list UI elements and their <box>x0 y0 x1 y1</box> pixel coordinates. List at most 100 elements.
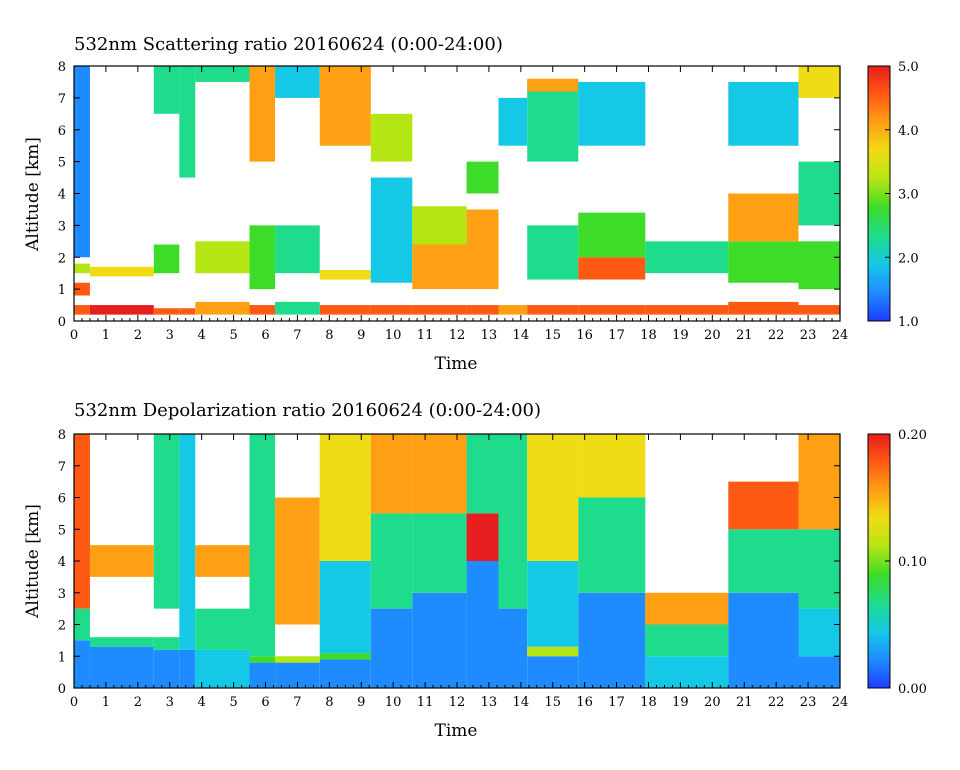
heatmap-cell <box>153 308 180 315</box>
heatmap-cell <box>728 301 799 315</box>
heatmap-cell <box>412 305 467 315</box>
heatmap-cell <box>527 561 579 647</box>
heatmap-cell <box>645 305 729 315</box>
heatmap-cell <box>89 266 154 277</box>
x-tick-label: 24 <box>832 328 849 343</box>
colorbar-tick-label: 2.0 <box>898 251 919 266</box>
heatmap-cell <box>798 529 840 609</box>
x-tick-label: 16 <box>576 695 593 710</box>
heatmap-cell <box>645 592 729 625</box>
heatmap-cell <box>370 113 413 162</box>
x-tick-label: 6 <box>261 695 269 710</box>
heatmap-cell <box>195 545 250 577</box>
x-tick-label: 22 <box>768 695 785 710</box>
heatmap-cell <box>645 241 729 274</box>
x-tick-label: 0 <box>70 695 78 710</box>
scattering-ratio-panel: 532nm Scattering ratio 20160624 (0:00-24… <box>23 34 919 374</box>
heatmap-cell <box>370 513 413 609</box>
x-tick-label: 11 <box>417 695 434 710</box>
heatmap-cell <box>412 244 467 290</box>
x-tick-label: 21 <box>736 328 753 343</box>
x-tick-label: 9 <box>357 695 365 710</box>
heatmap-cell <box>319 659 371 688</box>
x-tick-label: 11 <box>417 328 434 343</box>
x-tick-label: 20 <box>704 695 721 710</box>
heatmap-cell <box>466 305 499 315</box>
x-tick-label: 15 <box>544 328 561 343</box>
x-tick-label: 5 <box>229 695 237 710</box>
x-tick-label: 0 <box>70 328 78 343</box>
heatmap-cell <box>249 66 276 162</box>
x-tick-label: 17 <box>608 695 625 710</box>
heatmap-cell <box>527 78 579 92</box>
heatmap-cell <box>370 434 413 514</box>
heatmap-cell <box>412 434 467 514</box>
heatmap-cell <box>89 305 154 315</box>
x-tick-label: 19 <box>672 695 689 710</box>
x-tick-label: 8 <box>325 695 333 710</box>
y-tick-label: 5 <box>58 156 66 171</box>
x-tick-label: 12 <box>449 328 466 343</box>
heatmap-cell <box>179 434 196 650</box>
heatmap-cell <box>466 209 499 290</box>
heatmap-cell <box>275 301 320 315</box>
heatmap-cell <box>249 656 276 663</box>
heatmap-cell <box>645 624 729 657</box>
heatmap-cell <box>498 305 528 315</box>
colorbar-tick-label: 3.0 <box>898 188 919 203</box>
heatmap-cell <box>275 225 320 274</box>
x-tick-label: 23 <box>800 328 817 343</box>
x-tick-label: 3 <box>166 328 174 343</box>
x-tick-label: 17 <box>608 328 625 343</box>
heatmap-cell <box>179 66 196 178</box>
heatmap-cell <box>195 649 250 688</box>
x-tick-label: 10 <box>385 328 402 343</box>
x-tick-label: 15 <box>544 695 561 710</box>
heatmap-cell <box>319 66 371 146</box>
heatmap-cell <box>498 608 528 688</box>
x-tick-label: 7 <box>293 695 301 710</box>
y-tick-label: 0 <box>58 315 66 330</box>
x-tick-label: 7 <box>293 328 301 343</box>
y-tick-label: 6 <box>58 492 66 507</box>
heatmap-cell <box>74 263 90 274</box>
y-tick-label: 2 <box>58 251 66 266</box>
x-tick-label: 22 <box>768 328 785 343</box>
heatmap-cell <box>179 649 196 688</box>
x-tick-label: 5 <box>229 328 237 343</box>
heatmap-cell <box>153 244 180 274</box>
y-tick-label: 8 <box>58 428 66 443</box>
colorbar-tick-label: 4.0 <box>898 124 919 139</box>
heatmap-cell <box>319 305 371 315</box>
y-tick-label: 5 <box>58 523 66 538</box>
x-tick-label: 1 <box>102 328 110 343</box>
colorbar-tick-label: 5.0 <box>898 60 919 75</box>
heatmap-cell <box>319 561 371 654</box>
x-tick-label: 6 <box>261 328 269 343</box>
heatmap-cell <box>798 608 840 657</box>
y-tick-label: 2 <box>58 619 66 634</box>
y-tick-label: 1 <box>58 283 66 298</box>
heatmap-cell <box>728 592 799 688</box>
heatmap-cell <box>798 434 840 530</box>
heatmap-cell <box>275 656 320 663</box>
x-tick-label: 20 <box>704 328 721 343</box>
depolarization-plot-area: 0 1 2 3 4 5 6 7 8 9 10 11 12 13 14 15 16 17 18 19 20 21 22 23 24… <box>58 428 849 710</box>
y-tick-label: 3 <box>58 219 66 234</box>
heatmap-cell <box>578 81 646 146</box>
y-tick-label: 4 <box>58 188 66 203</box>
heatmap-cell <box>195 241 250 274</box>
heatmap-cell <box>319 270 371 280</box>
x-tick-label: 24 <box>832 695 849 710</box>
x-tick-label: 3 <box>166 695 174 710</box>
heatmap-cell <box>798 161 840 226</box>
x-tick-label: 4 <box>198 328 206 343</box>
heatmap-cell <box>466 513 499 561</box>
y-tick-label: 1 <box>58 650 66 665</box>
heatmap-cell <box>527 434 579 561</box>
heatmap-cell <box>249 434 276 657</box>
x-tick-label: 10 <box>385 695 402 710</box>
heatmap-cell <box>249 305 276 315</box>
heatmap-cell <box>728 241 799 283</box>
x-tick-label: 13 <box>481 328 498 343</box>
